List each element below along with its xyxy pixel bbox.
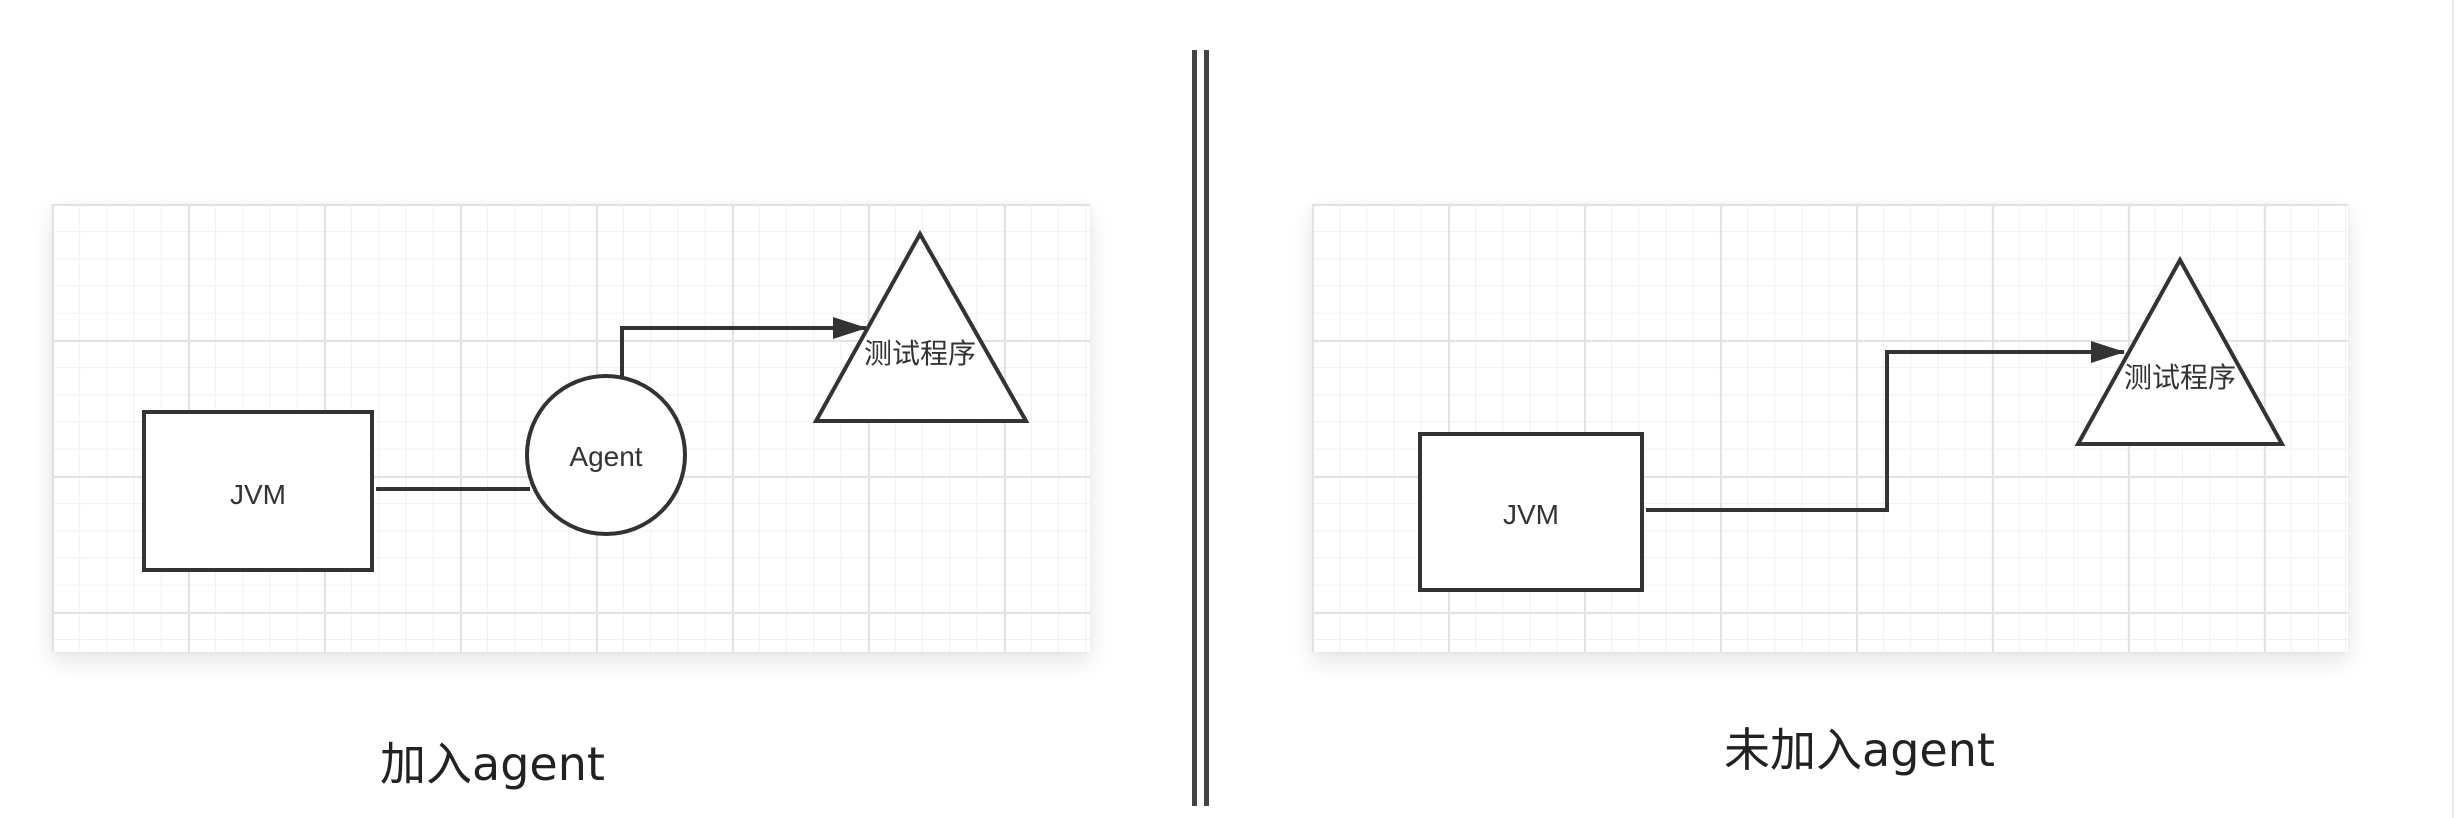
left-agent-circle	[525, 374, 687, 536]
left-diagram: JVM Agent 测试程序	[142, 229, 1030, 572]
left-jvm-box	[142, 410, 374, 572]
left-caption: 加入agent	[380, 737, 605, 791]
right-test-program-label: 测试程序	[2124, 362, 2236, 393]
right-test-program-triangle	[2074, 255, 2286, 446]
divider-line-right	[1204, 50, 1209, 806]
left-test-program-label: 测试程序	[864, 338, 976, 369]
right-diagram: JVM 测试程序	[1418, 255, 2286, 592]
right-jvm-label: JVM	[1503, 499, 1559, 530]
right-jvm-box	[1418, 432, 1644, 592]
right-caption: 未加入agent	[1724, 723, 1995, 777]
divider-line-left	[1192, 50, 1197, 806]
left-test-program-triangle	[812, 229, 1030, 423]
page-edge-line	[2452, 0, 2454, 818]
left-jvm-label: JVM	[230, 479, 286, 510]
left-agent-to-program-arrow	[620, 317, 867, 376]
right-jvm-to-program-arrow	[1646, 341, 2125, 512]
left-agent-label: Agent	[569, 441, 642, 472]
